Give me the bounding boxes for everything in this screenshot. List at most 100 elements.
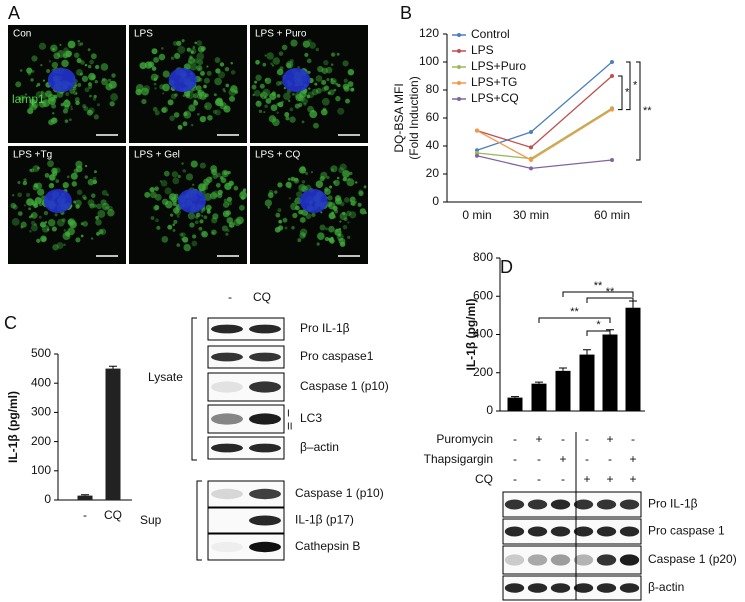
vesicle: [308, 87, 311, 90]
vesicle: [174, 209, 181, 216]
vesicle: [55, 179, 60, 183]
vesicle: [42, 79, 46, 82]
vesicle: [185, 173, 194, 181]
vesicle: [65, 50, 72, 58]
vesicle: [313, 122, 319, 129]
vesicle: [315, 180, 324, 189]
vesicle: [325, 66, 333, 74]
vesicle: [52, 112, 55, 115]
vesicle: [278, 219, 283, 224]
vesicle: [38, 42, 47, 50]
vesicle: [211, 168, 218, 176]
vesicle: [330, 63, 334, 66]
vesicle: [90, 74, 96, 80]
vesicle: [288, 197, 292, 200]
vesicle: [31, 201, 37, 207]
vesicle: [187, 212, 196, 220]
vesicle: [65, 98, 69, 102]
legend-label: LPS+TG: [471, 75, 517, 89]
legend-marker: [457, 97, 461, 101]
vesicle: [34, 223, 37, 226]
vesicle: [26, 67, 33, 74]
blot-band: [550, 499, 571, 510]
panel-label: C: [4, 313, 17, 333]
vesicle: [19, 69, 23, 72]
vesicle: [207, 115, 213, 121]
y-tick-label: 200: [473, 365, 493, 379]
vesicle: [107, 208, 115, 217]
vesicle: [173, 219, 178, 224]
vesicle: [321, 97, 330, 106]
vesicle: [15, 81, 22, 88]
y-tick-label: 80: [426, 82, 440, 96]
vesicle: [47, 93, 56, 102]
vesicle: [190, 50, 194, 54]
vesicle: [154, 186, 159, 191]
condition-value: +: [583, 472, 590, 486]
blot-band: [573, 554, 594, 566]
vesicle: [75, 204, 80, 209]
vesicle: [197, 112, 200, 116]
vesicle: [24, 204, 27, 207]
vesicle: [203, 77, 210, 84]
vesicle: [314, 82, 318, 86]
condition-value: -: [631, 432, 635, 446]
vesicle: [82, 104, 87, 109]
vesicle: [51, 226, 57, 232]
blot-band: [249, 381, 281, 393]
vesicle: [52, 244, 59, 251]
vesicle: [141, 98, 147, 105]
vesicle: [183, 243, 191, 252]
vesicle: [88, 82, 92, 87]
vesicle: [199, 162, 206, 169]
bar: [625, 307, 641, 411]
vesicle: [189, 63, 198, 71]
vesicle: [354, 181, 358, 184]
vesicle: [288, 185, 292, 189]
vesicle: [182, 121, 188, 127]
vesicle: [40, 90, 44, 94]
vesicle: [89, 203, 95, 209]
vesicle: [172, 177, 180, 185]
vesicle: [26, 198, 34, 206]
data-point: [610, 74, 614, 78]
vesicle: [67, 40, 76, 49]
image-label: LPS: [134, 29, 153, 40]
vesicle: [333, 80, 337, 83]
blot-label: Pro caspase 1: [648, 524, 725, 538]
vesicle: [304, 52, 309, 57]
vesicle: [43, 210, 49, 216]
vesicle: [107, 205, 113, 211]
vesicle: [194, 220, 199, 225]
vesicle: [228, 95, 236, 102]
vesicle: [17, 192, 23, 198]
legend-label: Control: [471, 27, 510, 41]
vesicle: [74, 97, 80, 103]
vesicle: [339, 212, 348, 221]
vesicle: [17, 97, 22, 101]
vesicle: [303, 89, 307, 93]
vesicle: [141, 87, 149, 96]
vesicle: [40, 92, 48, 100]
vesicle: [64, 119, 69, 123]
vesicle: [75, 160, 83, 168]
vesicle: [92, 179, 98, 185]
condition-name: Puromycin: [436, 432, 493, 446]
condition-value: +: [629, 472, 636, 486]
vesicle: [46, 69, 51, 74]
vesicle: [267, 192, 274, 199]
vesicle: [323, 85, 330, 91]
vesicle: [31, 70, 35, 73]
legend-marker: [457, 49, 461, 53]
vesicle: [222, 201, 230, 208]
image-label: LPS +Tg: [13, 150, 52, 161]
vesicle: [71, 181, 78, 187]
blot-band: [596, 554, 617, 566]
vesicle: [349, 196, 356, 203]
vesicle: [212, 213, 219, 220]
vesicle: [63, 185, 66, 188]
vesicle: [339, 220, 342, 223]
vesicle: [284, 226, 288, 230]
vesicle: [269, 92, 277, 101]
vesicle: [242, 188, 247, 192]
